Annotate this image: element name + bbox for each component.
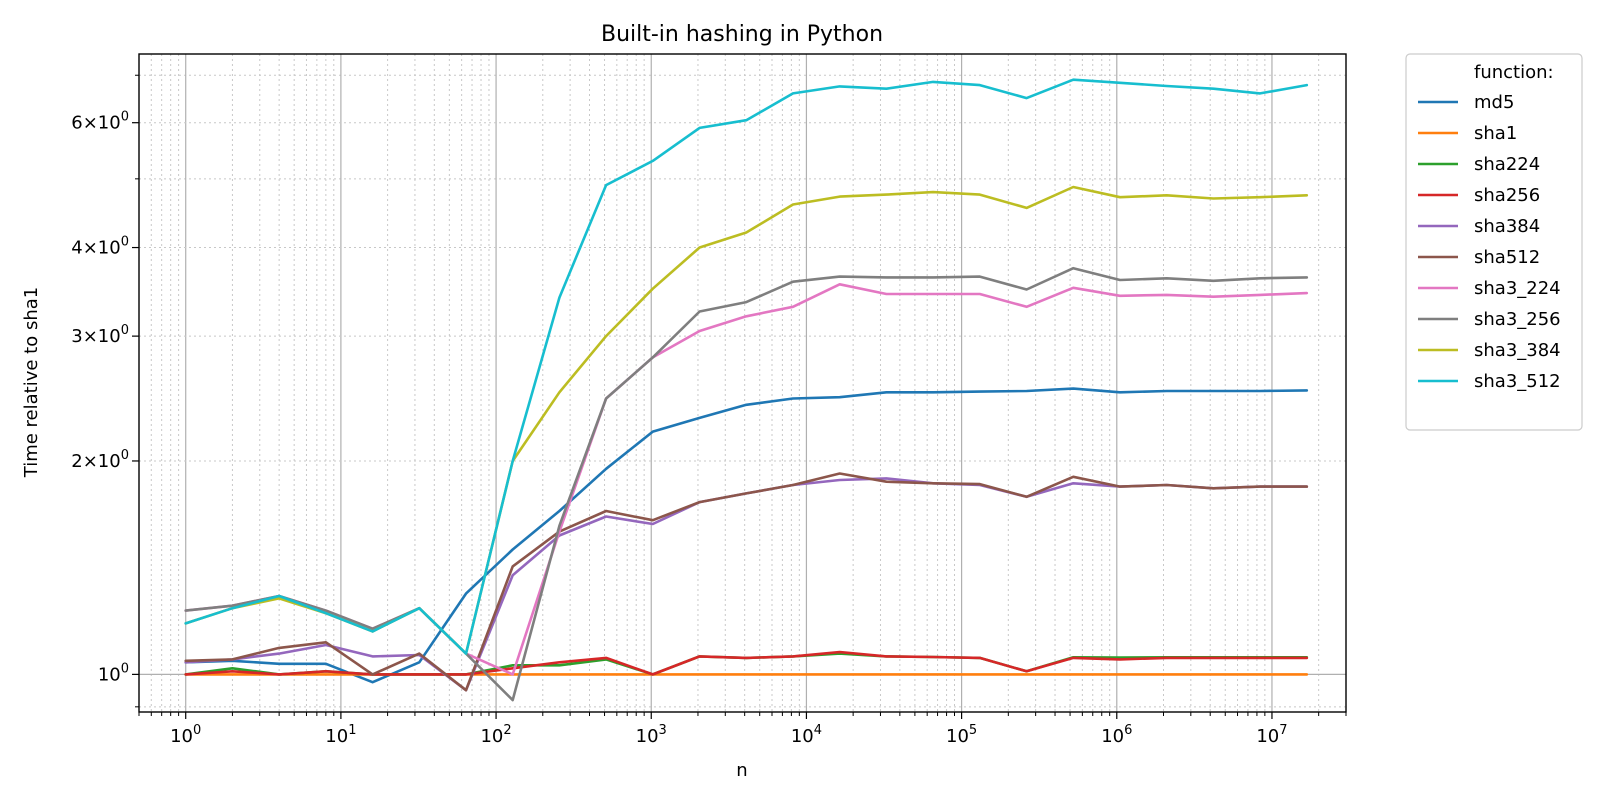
series-line-sha3_256 (184, 266, 1309, 702)
series-line-md5 (184, 387, 1309, 684)
y-tick-label: 100 (98, 661, 129, 685)
legend-label-sha512: sha512 (1474, 247, 1540, 268)
x-tick-label: 104 (791, 723, 822, 747)
series-line-sha512 (184, 472, 1309, 692)
x-tick-label: 103 (636, 723, 667, 747)
legend-label-sha224: sha224 (1474, 154, 1540, 175)
legend-label-sha384: sha384 (1474, 216, 1540, 237)
y-tick-label: 4×100 (71, 235, 129, 259)
legend-title: function: (1474, 62, 1554, 83)
ticks-layer: 100 101 102 103 104 105 106 107 100 2×100 3×100 4×1… (71, 74, 1347, 747)
legend: function: md5 sha1 sha224 sha256 sha384 sha51… (1405, 53, 1583, 431)
x-axis-label: n (736, 760, 747, 781)
x-tick-label: 106 (1101, 723, 1132, 747)
legend-label-sha3_384: sha3_384 (1474, 340, 1561, 361)
legend-label-sha256: sha256 (1474, 185, 1540, 206)
x-tick-label: 101 (325, 723, 356, 747)
y-tick-label: 3×100 (71, 323, 129, 347)
x-tick-label: 107 (1256, 723, 1287, 747)
legend-box (1405, 53, 1583, 431)
x-tick-label: 100 (170, 723, 201, 747)
legend-label-md5: md5 (1474, 92, 1514, 113)
minor-grid (138, 54, 1347, 712)
legend-label-sha1: sha1 (1474, 123, 1517, 144)
series-layer (184, 78, 1309, 702)
y-tick-label: 6×100 (71, 110, 129, 134)
legend-label-sha3_256: sha3_256 (1474, 309, 1561, 330)
x-tick-label: 105 (946, 723, 977, 747)
legend-items: md5 sha1 sha224 sha256 sha384 sha512 sha3_224s… (1418, 92, 1561, 392)
legend-label-sha3_512: sha3_512 (1474, 371, 1561, 392)
legend-label-sha3_224: sha3_224 (1474, 278, 1561, 299)
y-axis-label: Time relative to sha1 (21, 287, 42, 478)
series-line-sha3_512 (184, 78, 1309, 655)
y-tick-label: 2×100 (71, 448, 129, 472)
chart-title: Built-in hashing in Python (601, 22, 883, 47)
x-tick-label: 102 (480, 723, 511, 747)
plot-frame (138, 53, 1347, 713)
